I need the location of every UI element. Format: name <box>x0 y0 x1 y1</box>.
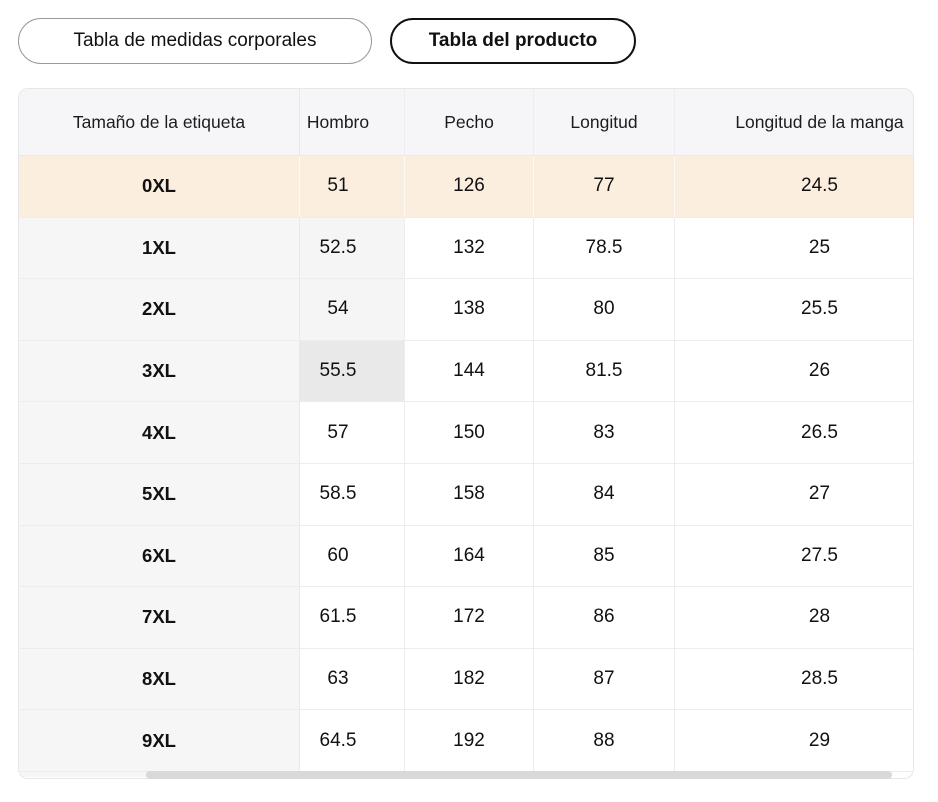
size-label-cell: 3XL <box>19 340 300 402</box>
table-scroll-area[interactable]: Tamaño de la etiqueta Hombro Pecho Longi… <box>18 88 914 779</box>
size-label-cell: 6XL <box>19 525 300 587</box>
manga-value-cell: 26.5 <box>674 402 913 463</box>
longitud-value-cell: 84 <box>533 463 674 525</box>
size-chart-tabs: Tabla de medidas corporales Tabla del pr… <box>18 18 636 64</box>
pecho-value-cell: 144 <box>404 340 533 402</box>
table-row: 4XL 57 150 83 26.5 <box>19 402 913 464</box>
pecho-value-cell: 132 <box>404 217 533 279</box>
longitud-value-cell: 80 <box>533 279 674 340</box>
manga-value-cell: 25.5 <box>674 279 913 340</box>
tab-product-measurements[interactable]: Tabla del producto <box>390 18 636 64</box>
pecho-value-cell: 182 <box>404 648 533 710</box>
longitud-value-cell: 85 <box>533 525 674 587</box>
manga-value-cell: 29 <box>674 710 913 771</box>
tab-body-measurements[interactable]: Tabla de medidas corporales <box>18 18 372 64</box>
longitud-value-cell: 77 <box>533 156 674 217</box>
table-row: 5XL 58.5 158 84 27 <box>19 463 913 526</box>
size-label-cell: 9XL <box>19 710 300 771</box>
manga-value-cell: 28.5 <box>674 648 913 710</box>
table-row: 2XL 54 138 80 25.5 <box>19 279 913 341</box>
manga-value-cell: 25 <box>674 217 913 279</box>
longitud-value-cell: 81.5 <box>533 340 674 402</box>
hombro-value-cell: 60 <box>327 544 349 566</box>
column-header-longitud-manga: Longitud de la manga <box>674 89 913 155</box>
size-label-cell: 4XL <box>19 402 300 463</box>
longitud-value-cell: 88 <box>533 710 674 771</box>
manga-value-cell: 27 <box>674 463 913 525</box>
manga-value-cell: 24.5 <box>674 156 913 217</box>
manga-value-cell: 28 <box>674 587 913 648</box>
table-row: 7XL 61.5 172 86 28 <box>19 587 913 649</box>
size-table-grid: Tamaño de la etiqueta Hombro Pecho Longi… <box>19 89 913 777</box>
column-header-pecho: Pecho <box>404 89 533 155</box>
size-label-cell: 0XL <box>19 156 300 217</box>
pecho-value-cell: 126 <box>404 156 533 217</box>
hombro-value-cell: 64.5 <box>319 729 357 751</box>
longitud-value-cell: 83 <box>533 402 674 463</box>
manga-value-cell: 27.5 <box>674 525 913 587</box>
column-header-label-size: Tamaño de la etiqueta <box>19 89 300 155</box>
column-header-longitud: Longitud <box>533 89 674 155</box>
size-label-cell: 8XL <box>19 648 300 710</box>
longitud-value-cell: 86 <box>533 587 674 648</box>
size-label-cell: 2XL <box>19 279 300 340</box>
hombro-value-cell: 57 <box>327 421 349 443</box>
size-label-cell: 7XL <box>19 587 300 648</box>
size-label-cell: 5XL <box>19 463 300 525</box>
product-size-table: Tamaño de la etiqueta Hombro Pecho Longi… <box>18 88 914 780</box>
pecho-value-cell: 138 <box>404 279 533 340</box>
table-row: 9XL 64.5 192 88 29 <box>19 710 913 772</box>
table-row: 1XL 52.5 132 78.5 25 <box>19 217 913 280</box>
pecho-value-cell: 150 <box>404 402 533 463</box>
pecho-value-cell: 158 <box>404 463 533 525</box>
longitud-value-cell: 78.5 <box>533 217 674 279</box>
pecho-value-cell: 172 <box>404 587 533 648</box>
size-label-cell: 1XL <box>19 217 300 279</box>
manga-value-cell: 26 <box>674 340 913 402</box>
pecho-value-cell: 192 <box>404 710 533 771</box>
table-row: 6XL 60 164 85 27.5 <box>19 525 913 588</box>
table-header-row: Tamaño de la etiqueta Hombro Pecho Longi… <box>19 89 913 156</box>
hombro-value-cell: 58.5 <box>319 483 357 505</box>
table-row: 0XL 51 126 77 24.5 <box>19 156 913 218</box>
table-row: 3XL 55.5 144 81.5 26 <box>19 340 913 403</box>
pecho-value-cell: 164 <box>404 525 533 587</box>
hombro-value-cell: 61.5 <box>319 606 357 628</box>
horizontal-scrollbar-thumb[interactable] <box>146 771 892 779</box>
longitud-value-cell: 87 <box>533 648 674 710</box>
table-row: 8XL 63 182 87 28.5 <box>19 648 913 711</box>
hombro-value-cell: 63 <box>327 668 349 690</box>
